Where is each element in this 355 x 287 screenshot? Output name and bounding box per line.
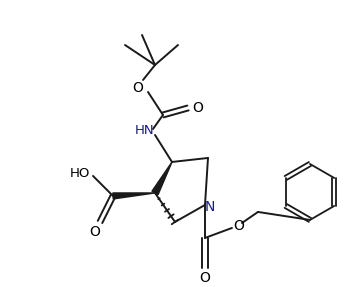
Text: O: O: [234, 219, 245, 233]
Polygon shape: [113, 193, 155, 199]
Text: O: O: [132, 81, 143, 95]
Text: O: O: [89, 225, 100, 239]
Polygon shape: [152, 162, 172, 195]
Text: O: O: [200, 271, 211, 285]
Text: HO: HO: [70, 167, 90, 181]
Text: HN: HN: [135, 125, 155, 137]
Text: N: N: [205, 200, 215, 214]
Text: O: O: [192, 101, 203, 115]
